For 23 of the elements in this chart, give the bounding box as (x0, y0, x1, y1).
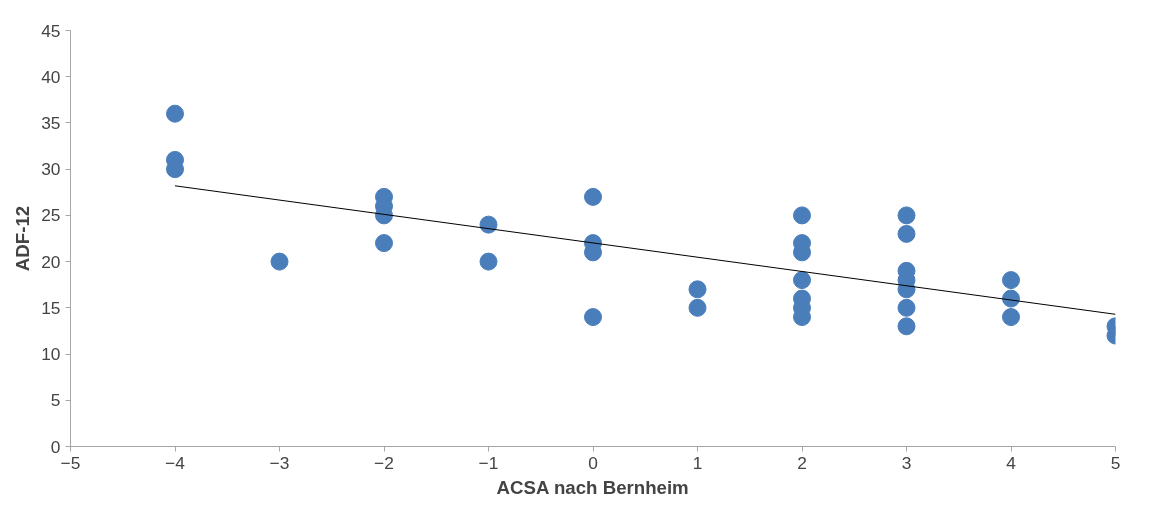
y-tick-label: 10 (41, 344, 61, 365)
x-tick-label: 4 (1006, 452, 1017, 473)
x-tick-label: 1 (692, 452, 703, 473)
y-tick-label: 45 (41, 20, 61, 41)
x-tick-label: 5 (1110, 452, 1121, 473)
x-tick-label: −4 (165, 452, 186, 473)
x-axis-title: ACSA nach Bernheim (496, 476, 689, 498)
x-tick-label: 0 (588, 452, 598, 473)
y-tick-label: 20 (41, 251, 61, 272)
y-tick-label: 15 (41, 297, 61, 318)
x-tick-label: −5 (60, 452, 81, 473)
y-tick-label: 25 (41, 205, 61, 226)
y-tick-label: 0 (50, 436, 61, 457)
y-tick-label: 40 (41, 66, 61, 87)
y-axis-title: ADF-12 (12, 205, 34, 272)
x-tick-label: 2 (797, 452, 807, 473)
x-tick-label: −1 (478, 452, 499, 473)
y-tick-label: 5 (50, 390, 61, 411)
x-tick-label: 3 (901, 452, 912, 473)
x-tick-label: −2 (374, 452, 394, 473)
x-tick-label: −3 (269, 452, 290, 473)
y-tick-label: 35 (41, 112, 61, 133)
y-tick-label: 30 (41, 159, 61, 180)
